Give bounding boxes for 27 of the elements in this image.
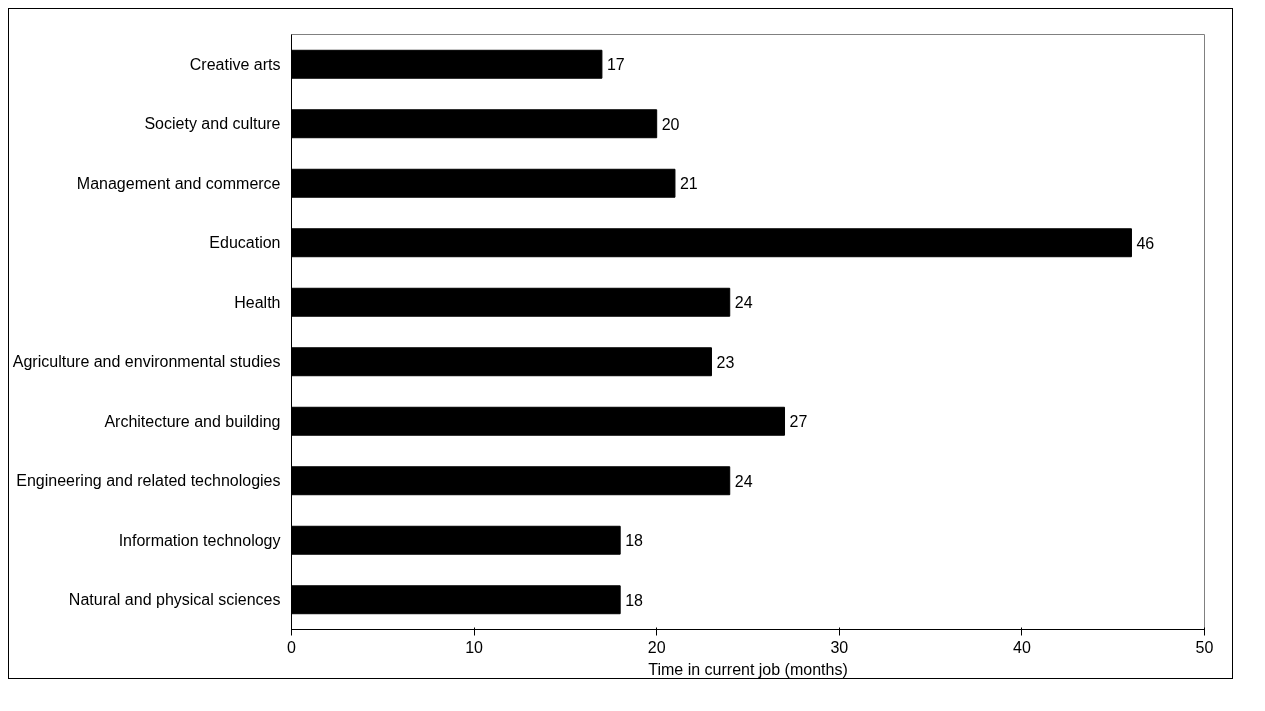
x-axis-title: Time in current job (months) bbox=[648, 660, 848, 678]
x-tick-label: 40 bbox=[1013, 638, 1031, 656]
y-tick-label: Creative arts bbox=[189, 55, 281, 73]
data-label: 21 bbox=[679, 175, 698, 193]
y-tick-label: Society and culture bbox=[144, 115, 281, 133]
data-label: 27 bbox=[789, 413, 808, 431]
data-label: 24 bbox=[734, 472, 753, 490]
data-label: 24 bbox=[734, 294, 753, 312]
data-label: 20 bbox=[661, 115, 680, 133]
y-tick-label: Management and commerce bbox=[76, 174, 281, 192]
data-label: 18 bbox=[625, 532, 644, 550]
data-label: 23 bbox=[716, 353, 735, 371]
x-tick-label: 30 bbox=[830, 638, 849, 656]
y-tick-label: Education bbox=[209, 234, 281, 252]
y-tick-label: Health bbox=[234, 293, 281, 311]
data-label: 17 bbox=[606, 56, 625, 74]
x-tick-label: 50 bbox=[1195, 638, 1214, 656]
y-tick-label: Natural and physical sciences bbox=[68, 591, 281, 609]
x-tick-label: 10 bbox=[465, 638, 484, 656]
data-label: 18 bbox=[625, 591, 644, 609]
y-tick-label: Information technology bbox=[118, 531, 281, 549]
x-tick-label: 20 bbox=[647, 638, 666, 656]
x-tick-label: 0 bbox=[287, 638, 297, 656]
data-label: 46 bbox=[1136, 234, 1155, 252]
y-tick-label: Agriculture and environmental studies bbox=[12, 353, 281, 371]
y-tick-label: Engineering and related technologies bbox=[16, 472, 281, 490]
y-tick-label: Architecture and building bbox=[104, 412, 281, 430]
